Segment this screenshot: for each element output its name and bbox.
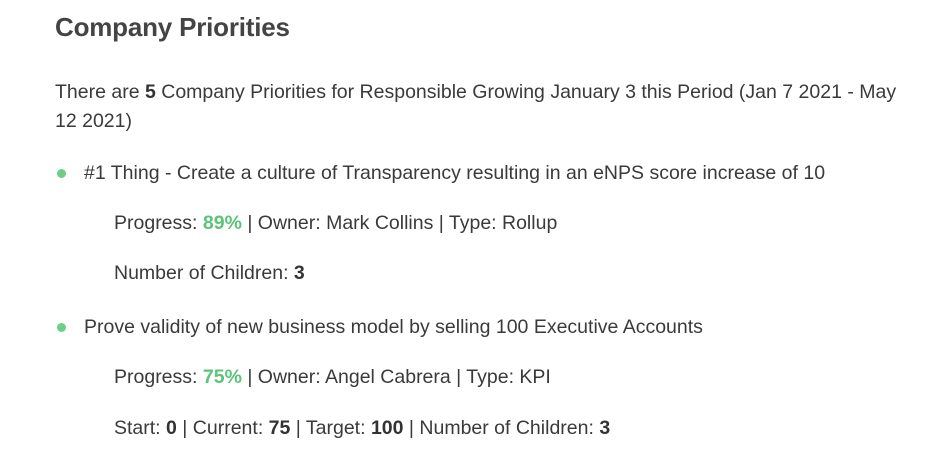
progress-value: 89% [202,212,242,234]
children-label: Number of Children: [114,262,294,284]
page-title: Company Priorities [55,12,290,42]
start-label: Start: [114,417,167,439]
intro-middle: Company Priorities for Responsible Growi… [55,81,897,132]
children-count: 3 [599,417,611,439]
children-count: 3 [293,262,305,284]
current-value: 75 [268,417,291,439]
priority-title[interactable]: Prove validity of new business model by … [84,316,703,338]
bullet-dot-icon [57,169,66,178]
bullet-dot-icon [57,323,66,332]
owner-type-text: | Owner: Angel Cabrera | Type: KPI [241,366,551,388]
priority-count: 5 [144,81,156,103]
current-label: | Current: [176,417,269,439]
target-label: | Target: [290,417,371,439]
children-label: | Number of Children: [403,417,600,439]
target-value: 100 [370,417,404,439]
progress-label: Progress: [114,212,203,234]
priority-title[interactable]: #1 Thing - Create a culture of Transpare… [84,162,826,184]
intro-prefix: There are [55,81,145,103]
priority-2-metrics-line: Start: 0 | Current: 75 | Target: 100 | N… [114,415,610,441]
intro-text: There are 5 Company Priorities for Respo… [55,78,905,136]
progress-label: Progress: [114,366,203,388]
priority-1-children-line: Number of Children: 3 [114,260,305,286]
priority-1-progress-line: Progress: 89% | Owner: Mark Collins | Ty… [114,210,557,236]
progress-value: 75% [202,366,242,388]
priority-2-progress-line: Progress: 75% | Owner: Angel Cabrera | T… [114,364,551,390]
owner-type-text: | Owner: Mark Collins | Type: Rollup [241,212,558,234]
start-value: 0 [166,417,177,439]
